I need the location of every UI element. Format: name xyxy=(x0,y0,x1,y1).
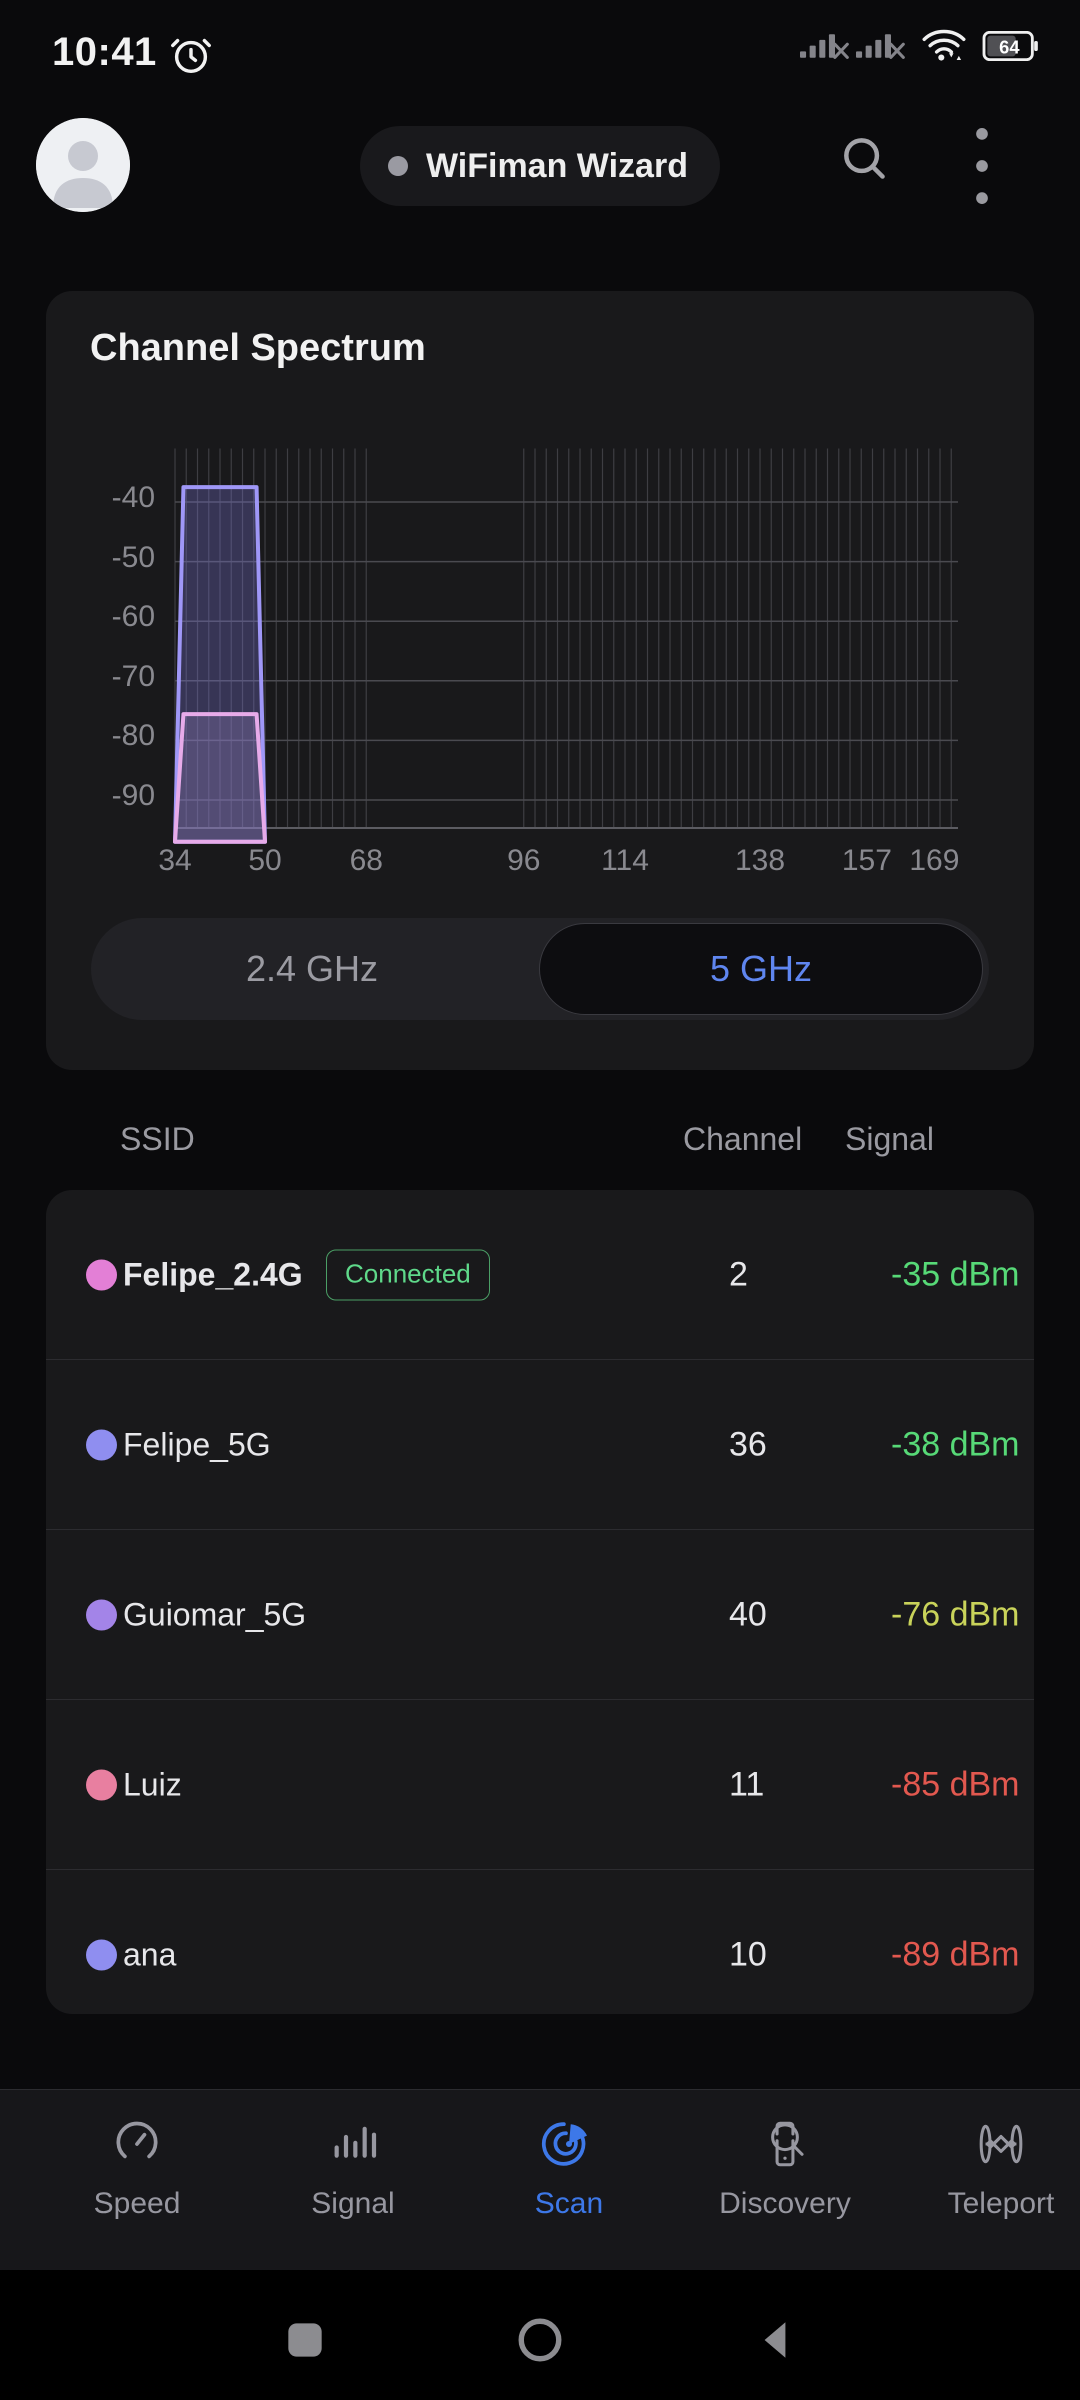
svg-text:64: 64 xyxy=(999,37,1020,58)
